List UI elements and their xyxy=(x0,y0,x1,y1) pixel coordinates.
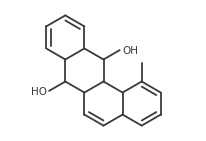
Text: OH: OH xyxy=(122,46,138,56)
Text: HO: HO xyxy=(30,87,46,96)
